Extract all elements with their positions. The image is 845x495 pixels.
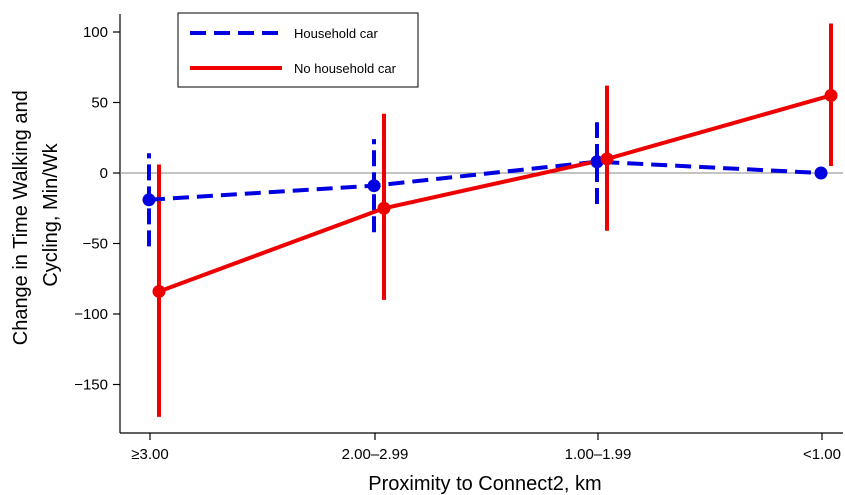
x-axis-ticks: ≥3.00 2.00–2.99 1.00–1.99 <1.00 [131,433,841,463]
y-tick-label: 100 [83,24,108,41]
series-line [158,93,832,294]
y-axis-title-line-1: Change in Time Walking and [10,90,32,345]
series-lines [148,93,832,294]
x-tick-label: 1.00–1.99 [565,446,632,463]
legend-box [177,12,419,88]
y-axis-title: Change in Time Walking and Cycling, Min/… [10,85,62,346]
series-points [142,88,838,298]
data-point [590,155,604,169]
x-tick-label: <1.00 [803,446,841,463]
y-tick-label: −150 [74,377,108,394]
data-point [814,166,828,180]
data-point [152,284,166,298]
x-axis-title: Proximity to Connect2, km [368,473,601,495]
x-tick-label: 2.00–2.99 [342,446,409,463]
y-tick-label: 50 [91,95,108,112]
legend: Household car No household car [177,12,419,88]
data-point [600,152,614,166]
y-axis-title-line-2: Cycling, Min/Wk [40,142,62,286]
legend-label-household-car: Household car [294,26,378,41]
y-axis-ticks: 100 50 0 −50 −100 −150 [74,24,120,394]
series-line [148,159,822,202]
y-tick-label: −50 [83,236,108,253]
data-point [142,193,156,207]
legend-label-no-household-car: No household car [294,61,397,76]
data-point [377,201,391,215]
data-point [367,179,381,193]
x-tick-label: ≥3.00 [131,446,168,463]
data-point [824,88,838,102]
y-tick-label: 0 [100,165,108,182]
y-tick-label: −100 [74,306,108,323]
